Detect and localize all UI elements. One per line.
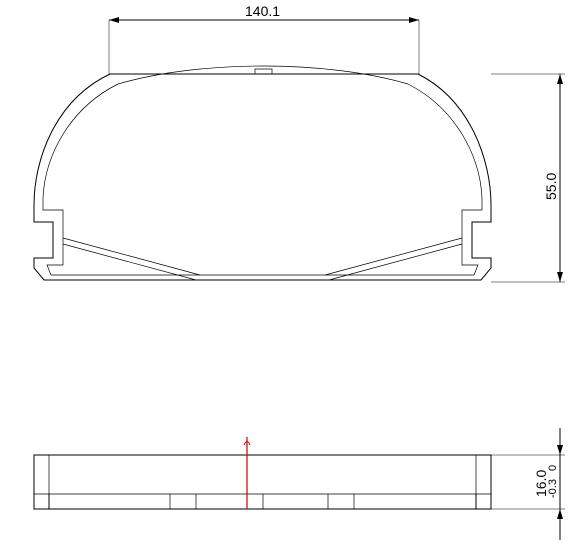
- dimension-height: 55.0: [491, 74, 565, 282]
- dimension-width: 140.1: [109, 3, 419, 74]
- technical-drawing: 140.1 55.0: [0, 0, 579, 544]
- height-value: 55.0: [543, 173, 559, 200]
- width-value: 140.1: [245, 3, 280, 19]
- tolerance-upper: 0: [547, 465, 559, 471]
- side-view: [34, 437, 491, 509]
- top-view: [34, 66, 491, 280]
- tolerance-lower: -0.3: [547, 479, 559, 498]
- dimension-thickness: 16.0 0 -0.3: [491, 428, 565, 540]
